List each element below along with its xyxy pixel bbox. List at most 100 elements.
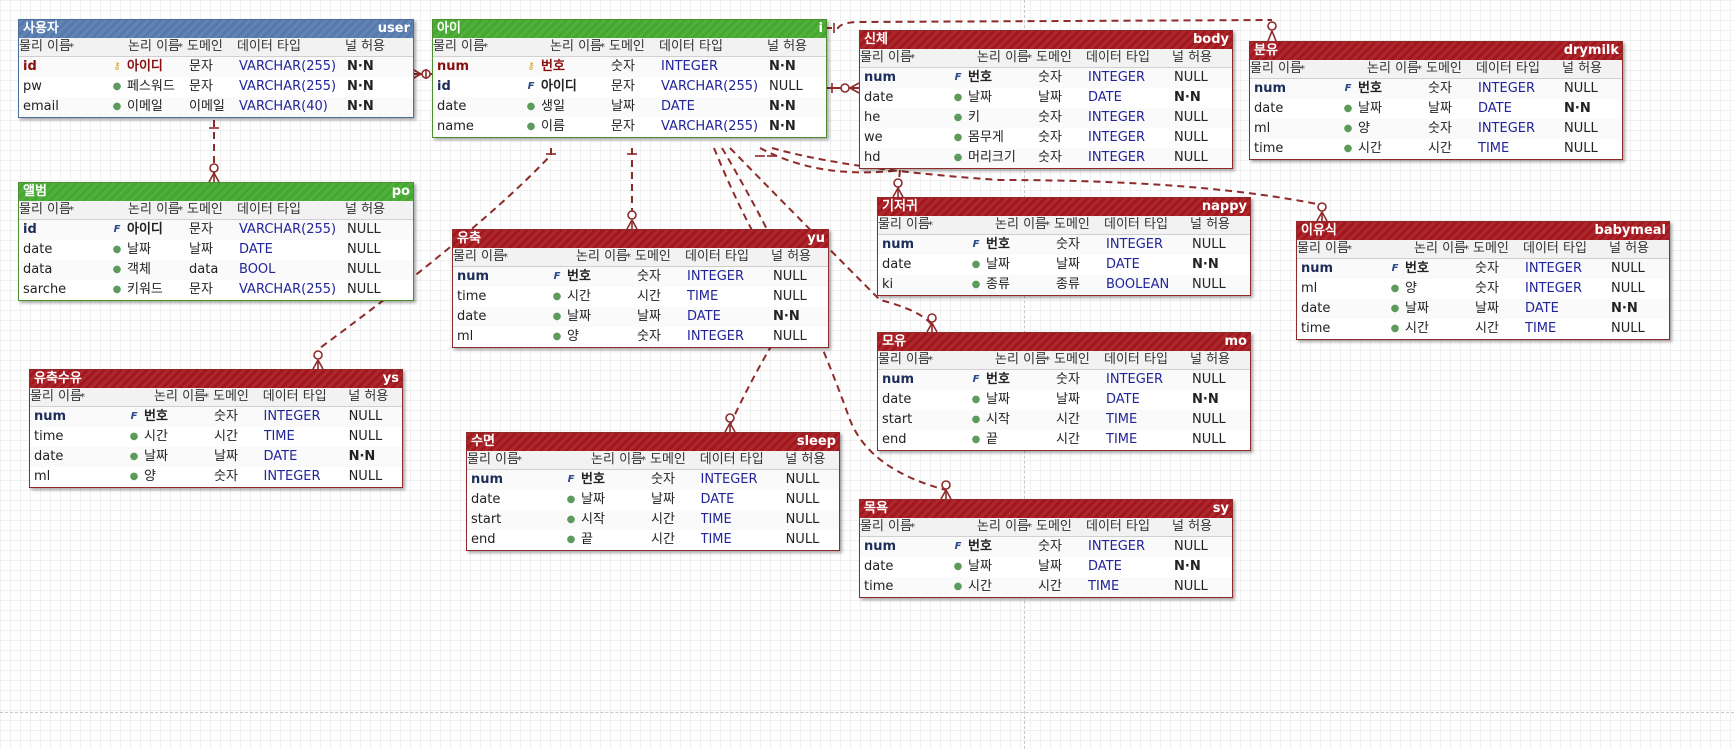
relationship-child-babymeal[interactable] [771,147,1323,214]
entity-child[interactable]: 아이 i 물리 이름* 논리 이름* 도메인 데이터 타입 널 허용 num ⚷ 번호 숫자 INTE… [432,19,827,138]
entity-header[interactable]: 유축 yu [453,230,828,248]
attribute-row[interactable]: num F 번호 숫자 INTEGER NULL [860,68,1232,88]
attribute-datatype: VARCHAR(255) [661,119,759,134]
attribute-row[interactable]: date ● 날짜 날짜 DATE N·N [30,447,402,467]
entity-ys[interactable]: 유축수유 ys 물리 이름* 논리 이름* 도메인 데이터 타입 널 허용 num F 번호 숫자 I… [29,369,403,488]
entity-sleep[interactable]: 수면 sleep 물리 이름* 논리 이름* 도메인 데이터 타입 널 허용 num F 번호 숫자… [466,432,840,551]
attribute-row[interactable]: num F 번호 숫자 INTEGER NULL [30,407,402,427]
entity-title: 분유 [1254,43,1278,58]
attribute-row[interactable]: date ● 날짜 날짜 DATE N·N [860,88,1232,108]
attribute-row[interactable]: he ● 키 숫자 INTEGER NULL [860,108,1232,128]
attribute-row[interactable]: num F 번호 숫자 INTEGER NULL [467,470,839,490]
entity-header[interactable]: 앨범 po [19,183,413,201]
attribute-domain: 숫자 [1056,372,1080,387]
attribute-datatype: TIME [1478,141,1510,156]
attribute-row[interactable]: date ● 날짜 날짜 DATE N·N [878,255,1250,275]
attribute-row[interactable]: num F 번호 숫자 INTEGER NULL [1297,259,1669,279]
attribute-physical-name: id [23,59,37,74]
entity-header[interactable]: 사용자 user [19,20,413,38]
column-header-nullable: 널 허용 [1562,61,1603,76]
attribute-row[interactable]: date ● 날짜 날짜 DATE N·N [1297,299,1669,319]
attribute-row[interactable]: date ● 날짜 날짜 DATE N·N [878,390,1250,410]
attribute-row[interactable]: name ● 이름 문자 VARCHAR(255) N·N [433,117,826,137]
attribute-row[interactable]: ml ● 양 숫자 INTEGER NULL [1297,279,1669,299]
relationship-child-sleep[interactable] [713,147,802,426]
relationship-child-sy[interactable] [721,147,947,491]
attribute-row[interactable]: date ● 생일 날짜 DATE N·N [433,97,826,117]
attribute-dot-icon: ● [129,471,139,482]
attribute-row[interactable]: ki ● 종류 종류 BOOLEAN NULL [878,275,1250,295]
attribute-row[interactable]: ml ● 양 숫자 INTEGER NULL [1250,119,1622,139]
entity-user[interactable]: 사용자 user 물리 이름* 논리 이름* 도메인 데이터 타입 널 허용 id ⚷ 아이디 문자… [18,19,414,118]
attribute-row[interactable]: num F 번호 숫자 INTEGER NULL [860,537,1232,557]
attribute-row[interactable]: id F 아이디 문자 VARCHAR(255) NULL [433,77,826,97]
attribute-row[interactable]: time ● 시간 시간 TIME NULL [860,577,1232,597]
entity-header[interactable]: 수면 sleep [467,433,839,451]
entity-yu[interactable]: 유축 yu 물리 이름* 논리 이름* 도메인 데이터 타입 널 허용 num F 번호 숫자 INT… [452,229,829,348]
attribute-row[interactable]: time ● 시간 시간 TIME NULL [30,427,402,447]
attribute-row[interactable]: date ● 날짜 날짜 DATE N·N [1250,99,1622,119]
attribute-row[interactable]: end ● 끝 시간 TIME NULL [467,530,839,550]
attribute-row[interactable]: ml ● 양 숫자 INTEGER NULL [453,327,828,347]
attribute-row[interactable]: start ● 시작 시간 TIME NULL [467,510,839,530]
attribute-row[interactable]: date ● 날짜 날짜 DATE N·N [860,557,1232,577]
attribute-domain: 문자 [189,79,213,94]
column-header-datatype: 데이터 타입 [1523,241,1587,256]
column-header-domain: 도메인 [213,389,249,404]
attribute-logical-name: ● 날짜 [548,490,651,510]
entity-drymilk[interactable]: 분유 drymilk 물리 이름* 논리 이름* 도메인 데이터 타입 널 허용 num F 번호… [1249,41,1623,160]
attribute-row[interactable]: time ● 시간 시간 TIME NULL [453,287,828,307]
attribute-datatype: INTEGER [1088,539,1146,554]
attribute-row[interactable]: end ● 끝 시간 TIME NULL [878,430,1250,450]
column-header-domain: 도메인 [1473,241,1509,256]
entity-header[interactable]: 신체 body [860,31,1232,49]
attribute-row[interactable]: date ● 날짜 날짜 DATE N·N [453,307,828,327]
attribute-domain: 문자 [189,222,213,237]
attribute-row[interactable]: time ● 시간 시간 TIME NULL [1250,139,1622,159]
attribute-physical-name: num [882,372,915,387]
attribute-row[interactable]: id F 아이디 문자 VARCHAR(255) NULL [19,220,413,240]
attribute-row[interactable]: time ● 시간 시간 TIME NULL [1297,319,1669,339]
attribute-logical-text: 끝 [581,532,593,547]
relationship-child-drymilk[interactable] [825,19,1273,29]
attribute-row[interactable]: num F 번호 숫자 INTEGER NULL [1250,79,1622,99]
attribute-row[interactable]: num F 번호 숫자 INTEGER NULL [878,235,1250,255]
attribute-row[interactable]: num ⚷ 번호 숫자 INTEGER N·N [433,57,826,77]
entity-nappy[interactable]: 기저귀 nappy 물리 이름* 논리 이름* 도메인 데이터 타입 널 허용 num F 번호 숫… [877,197,1251,296]
attribute-row[interactable]: we ● 몸무게 숫자 INTEGER NULL [860,128,1232,148]
entity-header[interactable]: 아이 i [433,20,826,38]
optional-circle-icon [1317,202,1327,212]
attribute-row[interactable]: start ● 시작 시간 TIME NULL [878,410,1250,430]
attribute-physical-name: id [23,222,37,237]
attribute-row[interactable]: email ● 이메일 이메일 VARCHAR(40) N·N [19,97,413,117]
attribute-row[interactable]: num F 번호 숫자 INTEGER NULL [878,370,1250,390]
entity-header[interactable]: 목욕 sy [860,500,1232,518]
entity-babymeal[interactable]: 이유식 babymeal 물리 이름* 논리 이름* 도메인 데이터 타입 널 허용 num F… [1296,221,1670,340]
attribute-domain: 문자 [189,59,213,74]
entity-body[interactable]: 신체 body 물리 이름* 논리 이름* 도메인 데이터 타입 널 허용 num F 번호 숫자 I… [859,30,1233,169]
entity-header[interactable]: 기저귀 nappy [878,198,1250,216]
entity-mo[interactable]: 모유 mo 물리 이름* 논리 이름* 도메인 데이터 타입 널 허용 num F 번호 숫자 INT… [877,332,1251,451]
entity-album[interactable]: 앨범 po 물리 이름* 논리 이름* 도메인 데이터 타입 널 허용 id F 아이디 문자 VAR… [18,182,414,301]
attribute-row[interactable]: id ⚷ 아이디 문자 VARCHAR(255) N·N [19,57,413,77]
attribute-row[interactable]: date ● 날짜 날짜 DATE NULL [467,490,839,510]
attribute-row[interactable]: data ● 객체 data BOOL NULL [19,260,413,280]
attribute-row[interactable]: ml ● 양 숫자 INTEGER NULL [30,467,402,487]
attribute-row[interactable]: sarche ● 키워드 문자 VARCHAR(255) NULL [19,280,413,300]
attribute-domain: 숫자 [1038,110,1062,125]
entity-header[interactable]: 이유식 babymeal [1297,222,1669,240]
entity-header[interactable]: 유축수유 ys [30,370,402,388]
attribute-row[interactable]: num F 번호 숫자 INTEGER NULL [453,267,828,287]
entity-header[interactable]: 모유 mo [878,333,1250,351]
attribute-domain: 날짜 [214,449,238,464]
attribute-nullable: N·N [1174,559,1201,574]
attribute-row[interactable]: hd ● 머리크기 숫자 INTEGER NULL [860,148,1232,168]
relationship-child-mo[interactable] [729,147,933,326]
attribute-logical-text: 날짜 [986,392,1010,407]
entity-sy[interactable]: 목욕 sy 물리 이름* 논리 이름* 도메인 데이터 타입 널 허용 num F 번호 숫자 INT… [859,499,1233,598]
entity-header[interactable]: 분유 drymilk [1250,42,1622,60]
attribute-row[interactable]: date ● 날짜 날짜 DATE NULL [19,240,413,260]
attribute-logical-text: 아이디 [541,79,577,94]
attribute-row[interactable]: pw ● 페스워드 문자 VARCHAR(255) N·N [19,77,413,97]
attribute-domain: data [189,262,219,277]
